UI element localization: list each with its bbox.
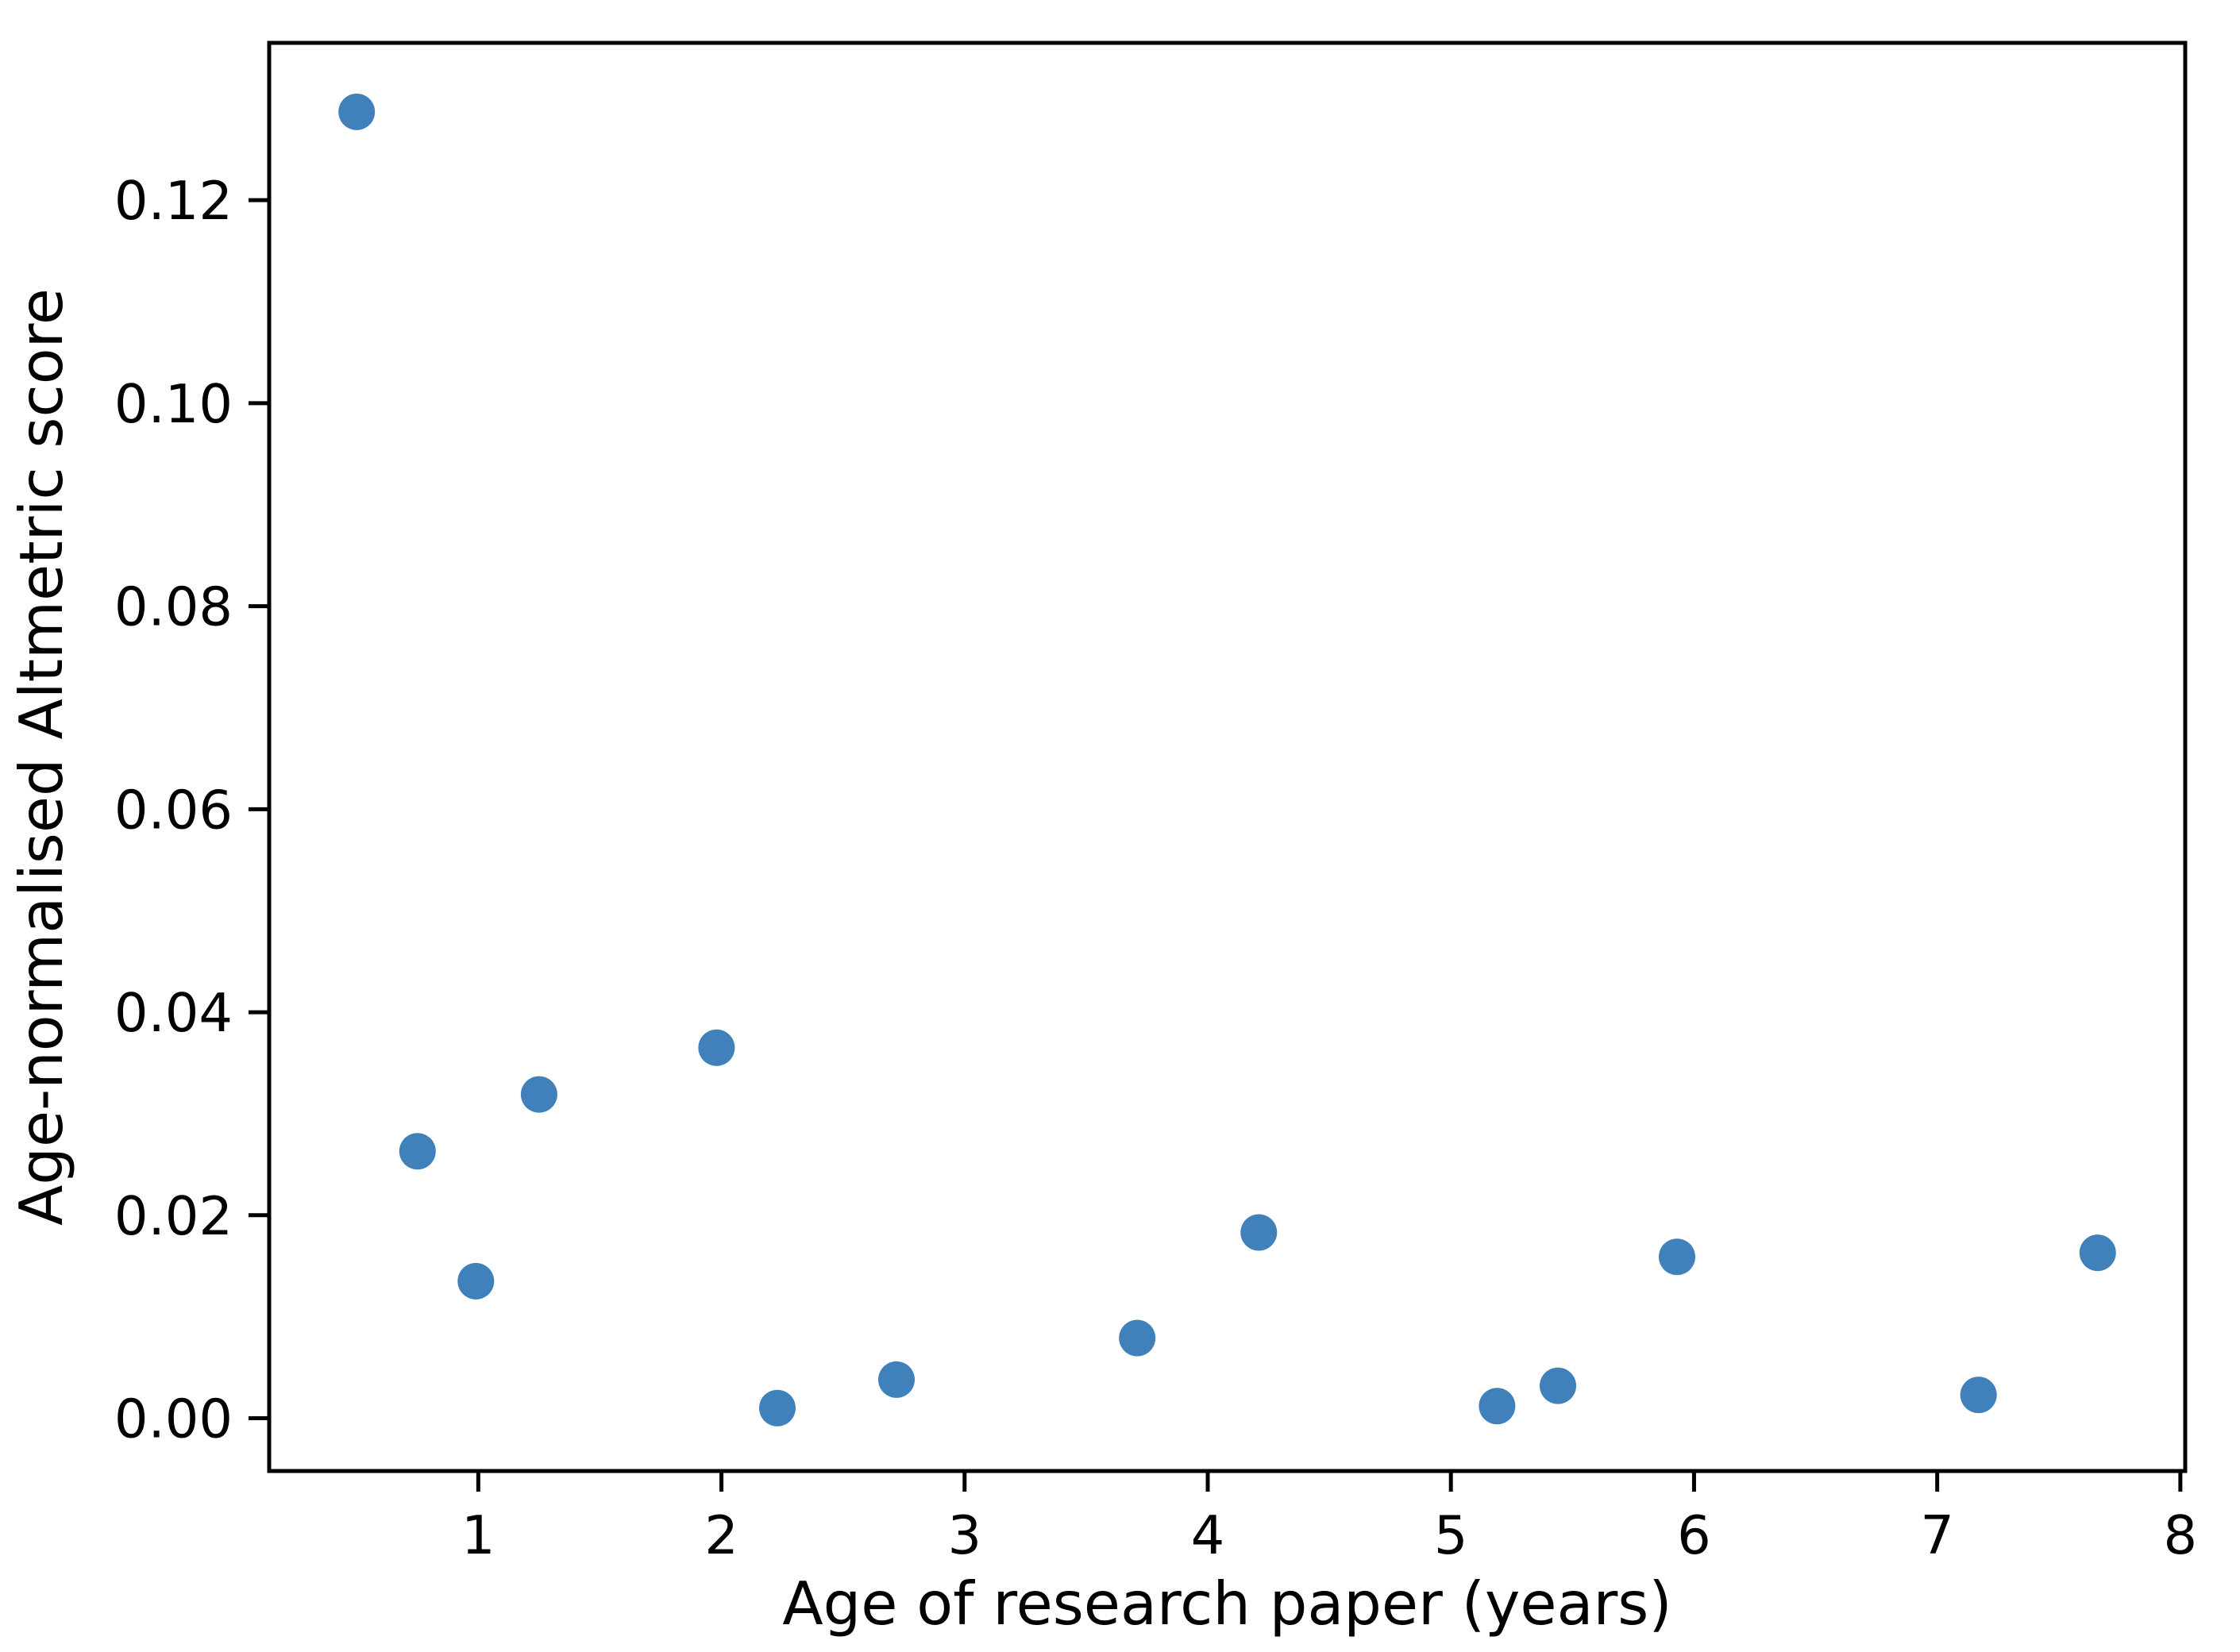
x-tick-label: 5 (1434, 1504, 1468, 1566)
x-tick-label: 1 (461, 1504, 495, 1566)
x-axis-label: Age of research paper (years) (782, 1569, 1671, 1639)
data-point (1659, 1238, 1695, 1276)
data-point (2079, 1234, 2116, 1272)
x-tick-label: 8 (2164, 1504, 2198, 1566)
data-point (759, 1389, 796, 1427)
x-tick-label: 3 (947, 1504, 981, 1566)
data-point (1960, 1377, 1997, 1414)
x-tick-label: 2 (704, 1504, 738, 1566)
y-tick-label: 0.08 (114, 576, 233, 638)
plot-area-frame (267, 40, 2188, 1473)
data-point (1479, 1388, 1516, 1425)
y-tick-label: 0.00 (114, 1388, 233, 1450)
y-axis-tick-labels: 0.00 0.02 0.04 0.06 0.08 0.10 0.12 (114, 170, 233, 1450)
data-point (698, 1029, 735, 1066)
scatter-points (338, 93, 2116, 1427)
data-point (878, 1361, 915, 1398)
y-tick-label: 0.06 (114, 779, 233, 841)
x-axis-tick-labels: 1 2 3 4 5 6 7 8 (461, 1504, 2197, 1566)
x-tick-label: 7 (1920, 1504, 1954, 1566)
data-point (457, 1262, 495, 1300)
x-tick-label: 6 (1677, 1504, 1711, 1566)
y-tick-label: 0.04 (114, 982, 233, 1044)
data-point (399, 1133, 436, 1170)
data-point (1540, 1367, 1576, 1404)
y-tick-label: 0.12 (114, 170, 233, 232)
y-tick-label: 0.10 (114, 373, 233, 435)
data-point (520, 1076, 557, 1113)
data-point (338, 93, 376, 130)
x-axis-ticks (476, 1471, 2183, 1492)
data-point (1240, 1214, 1278, 1251)
x-tick-label: 4 (1191, 1504, 1225, 1566)
y-axis-label: Age-normalised Altmetric score (6, 288, 76, 1226)
y-axis-ticks (249, 198, 269, 1421)
y-tick-label: 0.02 (114, 1185, 233, 1247)
data-point (1119, 1319, 1156, 1357)
